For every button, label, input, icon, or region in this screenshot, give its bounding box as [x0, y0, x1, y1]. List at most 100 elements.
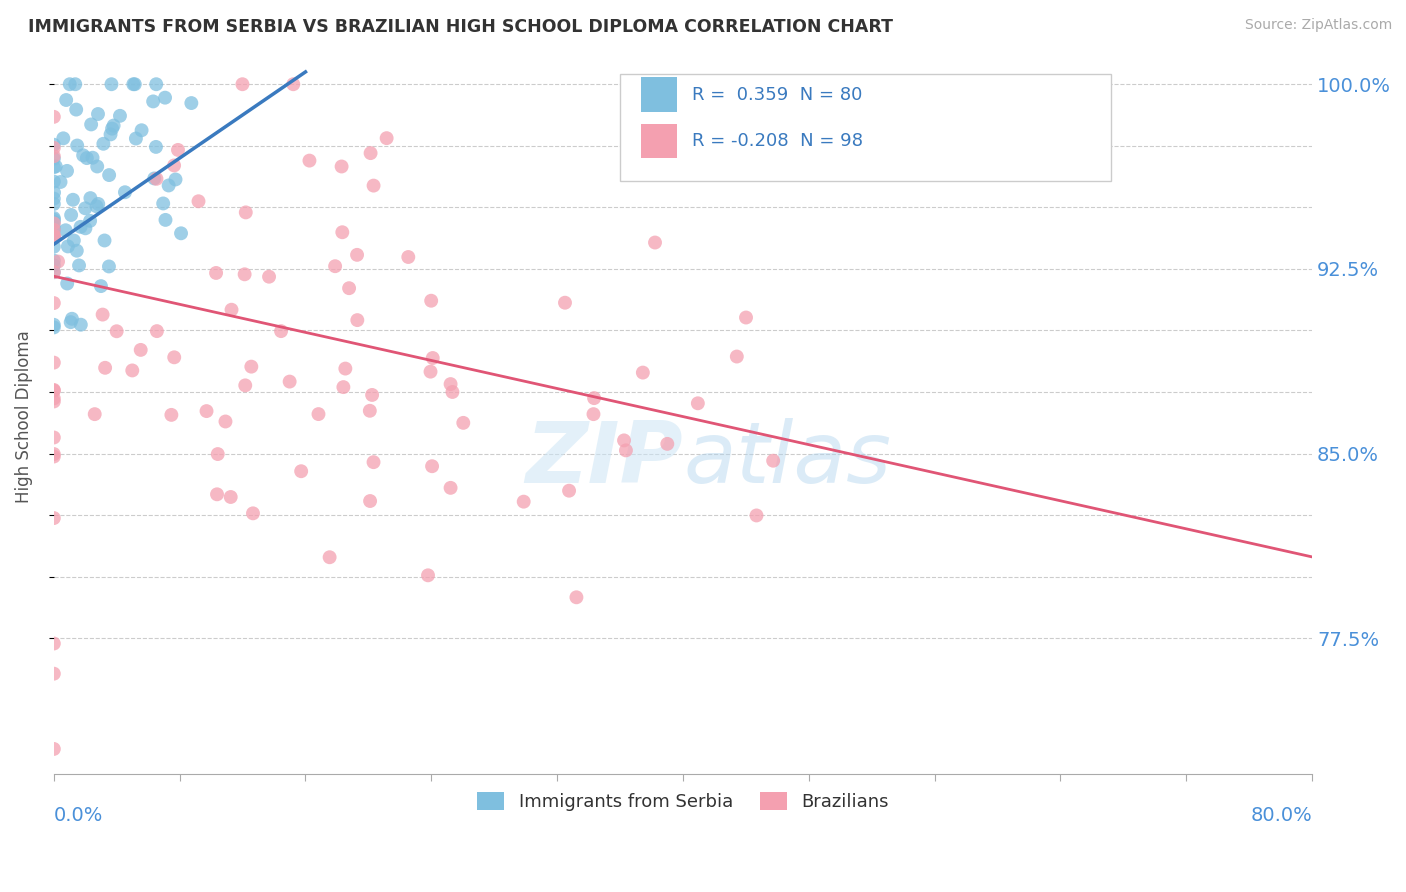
Point	[205, 266, 228, 280]
Point	[146, 324, 169, 338]
Point	[420, 293, 443, 308]
Point	[318, 550, 340, 565]
Point	[240, 359, 263, 374]
Point	[42, 318, 65, 332]
Point	[125, 131, 148, 145]
Point	[165, 172, 187, 186]
Point	[42, 636, 65, 650]
Point	[42, 223, 65, 237]
Point	[219, 490, 242, 504]
Point	[686, 396, 709, 410]
Point	[735, 310, 758, 325]
Point	[145, 77, 167, 91]
Point	[42, 230, 65, 244]
Point	[170, 227, 193, 241]
Point	[42, 231, 65, 245]
Point	[59, 77, 82, 91]
Point	[82, 151, 104, 165]
Point	[72, 148, 94, 162]
Point	[512, 494, 534, 508]
Point	[42, 383, 65, 397]
Point	[308, 407, 330, 421]
Point	[207, 447, 229, 461]
Point	[56, 164, 79, 178]
Point	[441, 384, 464, 399]
Point	[42, 450, 65, 464]
Point	[42, 186, 65, 200]
Point	[105, 324, 128, 338]
Point	[422, 351, 444, 365]
Point	[80, 117, 103, 131]
Point	[75, 202, 97, 216]
Point	[231, 77, 253, 91]
Point	[157, 178, 180, 193]
Point	[235, 205, 257, 219]
Point	[363, 455, 385, 469]
Point	[42, 356, 65, 370]
Point	[323, 259, 346, 273]
Point	[103, 119, 125, 133]
Point	[613, 434, 636, 448]
Text: atlas: atlas	[683, 418, 891, 501]
Point	[42, 742, 65, 756]
Point	[257, 269, 280, 284]
Point	[42, 211, 65, 225]
Y-axis label: High School Diploma: High School Diploma	[15, 330, 32, 503]
Point	[49, 175, 72, 189]
Point	[55, 93, 77, 107]
Point	[346, 248, 368, 262]
Text: 0.0%: 0.0%	[53, 805, 103, 825]
Point	[121, 363, 143, 377]
Point	[42, 223, 65, 237]
Point	[283, 77, 305, 91]
Point	[163, 158, 186, 172]
Point	[163, 351, 186, 365]
Point	[155, 213, 177, 227]
Point	[221, 302, 243, 317]
Point	[205, 487, 228, 501]
Point	[42, 392, 65, 406]
Point	[42, 384, 65, 398]
Text: R = -0.208  N = 98: R = -0.208 N = 98	[692, 132, 863, 150]
Point	[419, 365, 441, 379]
Point	[359, 404, 381, 418]
Point	[59, 315, 82, 329]
Point	[97, 260, 120, 274]
Point	[278, 375, 301, 389]
Point	[44, 228, 66, 243]
Point	[298, 153, 321, 168]
Point	[56, 239, 79, 253]
Point	[290, 464, 312, 478]
Text: ZIP: ZIP	[526, 418, 683, 501]
Point	[52, 131, 75, 145]
Point	[42, 212, 65, 227]
Point	[167, 143, 190, 157]
Point	[558, 483, 581, 498]
Point	[330, 160, 353, 174]
Point	[242, 506, 264, 520]
Point	[152, 196, 174, 211]
Point	[233, 378, 256, 392]
Point	[42, 137, 65, 152]
Point	[160, 408, 183, 422]
Point	[42, 215, 65, 229]
Point	[42, 160, 65, 174]
Point	[83, 407, 105, 421]
Point	[87, 107, 110, 121]
Point	[439, 377, 461, 392]
Point	[582, 407, 605, 421]
Point	[416, 568, 439, 582]
Point	[142, 95, 165, 109]
Point	[42, 320, 65, 334]
Point	[90, 279, 112, 293]
Point	[42, 197, 65, 211]
Point	[98, 168, 121, 182]
Point	[187, 194, 209, 209]
Point	[114, 186, 136, 200]
Point	[42, 149, 65, 163]
Point	[60, 208, 83, 222]
FancyBboxPatch shape	[641, 124, 676, 158]
Point	[745, 508, 768, 523]
Point	[657, 437, 679, 451]
Point	[453, 416, 475, 430]
